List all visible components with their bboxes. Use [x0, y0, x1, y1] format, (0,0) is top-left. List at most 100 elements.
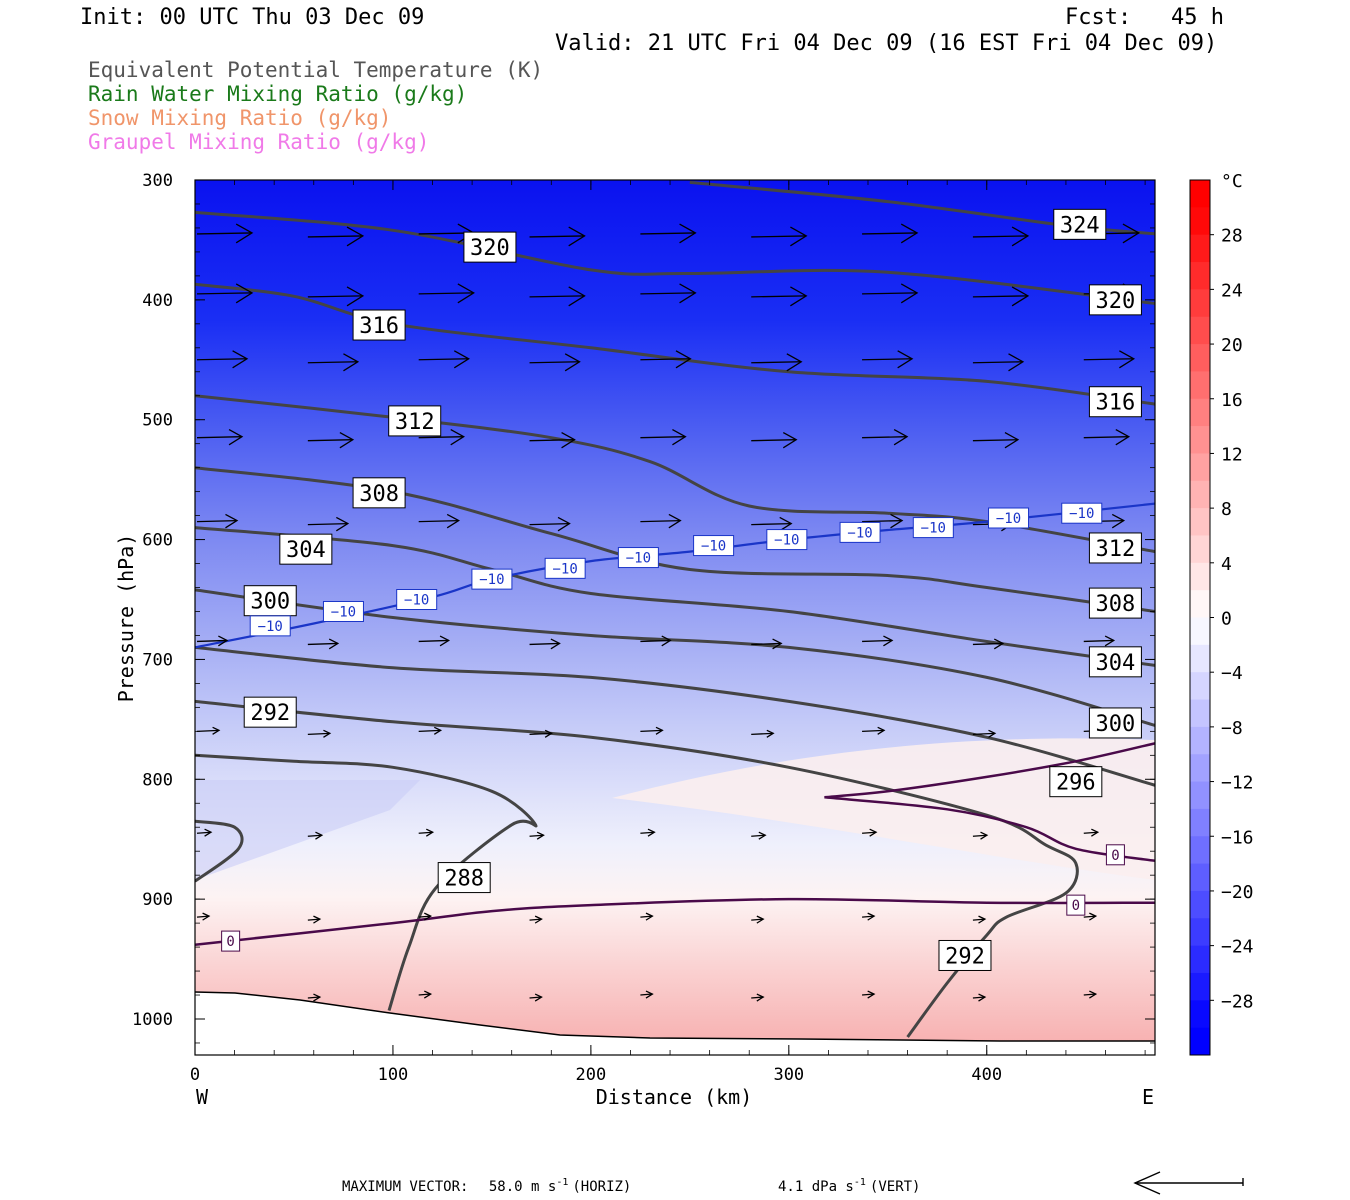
isotherm-label-text: −10 — [701, 539, 726, 555]
colorbar-segment — [1190, 672, 1210, 701]
colorbar-tick-label: 0 — [1221, 609, 1232, 630]
theta-e-label-text: 288 — [444, 867, 484, 892]
isotherm-label: 0 — [221, 930, 241, 952]
colorbar-segment — [1190, 234, 1210, 263]
theta-e-label-text: 296 — [1056, 771, 1096, 796]
wind-vector — [972, 831, 989, 840]
isotherm-label-text: −10 — [331, 604, 356, 620]
theta-e-label-text: 312 — [1096, 537, 1136, 562]
colorbar-segment — [1190, 289, 1210, 318]
wind-vector — [862, 283, 919, 304]
wind-vector — [640, 726, 664, 735]
wind-vector — [529, 831, 545, 840]
theta-e-label-text: 300 — [1096, 712, 1136, 737]
isotherm-label: −10 — [396, 589, 438, 610]
wind-vector — [529, 638, 561, 650]
wind-vector — [972, 226, 1030, 247]
theta-e-label-text: 324 — [1060, 213, 1100, 238]
theta-e-label: 316 — [1088, 386, 1142, 418]
colorbar-segment — [1190, 836, 1210, 865]
x-tick-label: 0 — [190, 1065, 200, 1085]
colorbar-segment — [1190, 972, 1210, 1001]
colorbar-segment — [1190, 781, 1210, 810]
isotherm-label-text: −10 — [258, 619, 283, 635]
wind-vector — [529, 432, 576, 449]
wind-vector — [307, 993, 322, 1002]
theta-e-label: 292 — [243, 696, 297, 728]
theta-e-contour-324 — [689, 180, 1155, 236]
wind-vector — [529, 915, 543, 924]
wind-vector — [751, 432, 798, 449]
isotherm-zero-line — [824, 742, 1155, 799]
theta-e-label-text: 320 — [1096, 289, 1136, 314]
theta-e-contour-300 — [195, 588, 1155, 727]
terrain — [195, 992, 1155, 1055]
colorbar-tick-label: −4 — [1221, 663, 1243, 684]
theta-e-label: 292 — [938, 939, 992, 971]
wind-vector — [196, 828, 213, 837]
y-tick-label: 400 — [142, 291, 173, 311]
isotherm-label: −10 — [249, 615, 291, 637]
colorbar-unit: °C — [1221, 171, 1243, 192]
wind-vector — [418, 283, 475, 304]
colorbar-tick-label: 8 — [1221, 499, 1232, 520]
theta-e-label-text: 320 — [470, 236, 510, 261]
theta-e-label-text: 316 — [359, 314, 399, 339]
wind-vector — [640, 429, 687, 446]
wind-vector — [751, 353, 803, 372]
theta-e-label: 300 — [243, 585, 297, 617]
isotherm-label: 0 — [1105, 844, 1125, 866]
isotherm-label: −10 — [693, 535, 735, 557]
wind-vector — [972, 353, 1025, 372]
footer-vert-scale: 4.1 dPa s-1 (VERT) — [778, 1177, 920, 1195]
colorbar-segment — [1190, 535, 1210, 564]
colorbar-segment — [1190, 426, 1210, 454]
colorbar-segment — [1190, 590, 1210, 618]
theta-e-label: 308 — [352, 477, 406, 509]
colorbar-tick-label: −12 — [1221, 773, 1254, 794]
wind-vector — [751, 226, 808, 247]
colorbar-segment — [1190, 1000, 1210, 1029]
y-tick-label: 1000 — [132, 1010, 173, 1030]
wind-vector — [862, 513, 904, 529]
colorbar-tick-label: −16 — [1221, 827, 1254, 848]
colorbar: 28 24 20 16 12 8 4 0 −4 −8 −12 −16 −20 −24 −28 — [1189, 179, 1254, 1056]
y-tick-label: 800 — [142, 770, 173, 790]
colorbar-segment — [1190, 316, 1210, 345]
isotherm-label: −10 — [766, 529, 808, 551]
colorbar-segment — [1190, 453, 1210, 482]
isotherm-label-text: −10 — [404, 593, 429, 609]
colorbar-segment — [1190, 699, 1210, 728]
legend-snow: Snow Mixing Ratio (g/kg) — [88, 106, 392, 130]
theta-e-label: 304 — [1088, 646, 1142, 678]
colorbar-segment — [1190, 1027, 1210, 1056]
isotherm-label-text: −10 — [996, 511, 1021, 527]
wind-vector — [862, 912, 876, 921]
wind-vector — [418, 912, 433, 921]
theta-e-label-text: 300 — [250, 590, 290, 615]
wind-vector — [862, 223, 919, 244]
plot-area: 324 320 320 316 316 312 312 308 308 304 304 300 300 2… — [195, 180, 1155, 1055]
y-tick-label: 300 — [142, 171, 173, 191]
wind-vector — [640, 635, 672, 647]
wind-vector — [640, 912, 654, 921]
theta-e-contour-316 — [195, 282, 1155, 406]
theta-e-contour-320 — [195, 210, 1155, 305]
theta-e-contour-296 — [195, 645, 1155, 787]
isotherm-zero-line — [195, 897, 1155, 946]
colorbar-segment — [1190, 617, 1210, 646]
theta-e-label: 324 — [1053, 208, 1107, 240]
wind-vector — [862, 429, 909, 446]
wind-vector — [751, 729, 775, 738]
wind-vector — [307, 432, 355, 449]
isotherm-label: −10 — [471, 568, 513, 590]
colorbar-segment — [1190, 344, 1210, 372]
theta-e-label-text: 308 — [1096, 592, 1136, 617]
wind-vector — [640, 283, 697, 304]
isotherm-label-text: −10 — [921, 521, 946, 537]
colorbar-segment — [1190, 180, 1210, 208]
wind-vector — [307, 729, 332, 738]
colorbar-tick-label: 24 — [1221, 280, 1243, 301]
legend-theta-e: Equivalent Potential Temperature (K) — [88, 58, 544, 82]
